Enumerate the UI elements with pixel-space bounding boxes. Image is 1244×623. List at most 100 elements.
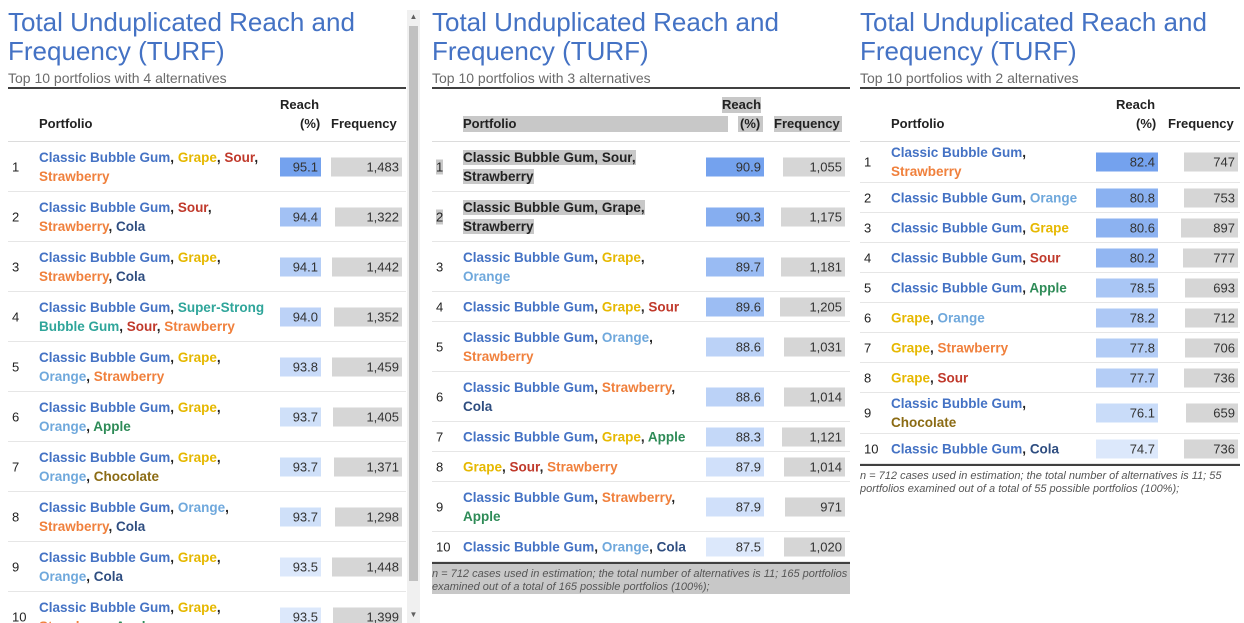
alternative-name: Classic Bubble Gum [891, 280, 1023, 295]
row-rank: 10 [12, 609, 27, 623]
separator: , [216, 449, 221, 465]
table-row: 8 Classic Bubble Gum, Orange, Strawberry, … [8, 492, 406, 542]
alternative-name: Strawberry [601, 379, 672, 395]
row-rank: 2 [436, 209, 444, 224]
reach-value-cell: 94.4 [280, 207, 321, 226]
table-row: 10 Classic Bubble Gum, Cola 74.7 736 [860, 434, 1240, 464]
separator: , [502, 459, 510, 474]
vertical-scrollbar[interactable]: ▲ ▼ [407, 10, 420, 623]
alternative-name: Classic Bubble Gum [463, 199, 595, 215]
row-rank: 4 [436, 299, 444, 314]
table-row: 8 Grape, Sour 77.7 736 [860, 363, 1240, 393]
separator: , [225, 499, 229, 515]
separator: , [216, 349, 221, 365]
alternative-name: Sour [177, 199, 208, 215]
alternative-name: Grape [177, 549, 217, 565]
separator: , [216, 399, 221, 415]
row-portfolio: Classic Bubble Gum, Sour, Strawberry [463, 148, 636, 186]
portfolio-line: Orange, Cola [39, 567, 221, 586]
portfolio-line: Classic Bubble Gum, [891, 143, 1026, 162]
reach-value-cell: 82.4 [1096, 152, 1158, 172]
portfolio-line: Classic Bubble Gum, Apple [891, 278, 1067, 297]
scrollbar-thumb[interactable] [409, 26, 418, 581]
separator: , [109, 619, 116, 623]
alternative-name: Grape [177, 149, 217, 165]
reach-value-cell: 80.2 [1096, 248, 1158, 267]
alternative-name: Orange [39, 368, 87, 384]
frequency-value-cell: 693 [1185, 278, 1238, 297]
alternative-name: Cola [1029, 441, 1060, 456]
portfolio-line: Strawberry, Cola [39, 217, 212, 236]
frequency-value-cell: 736 [1184, 368, 1238, 387]
separator: , [1022, 250, 1030, 265]
alternative-name: Classic Bubble Gum [463, 149, 595, 165]
row-rank: 9 [436, 499, 444, 514]
table-row: 6 Classic Bubble Gum, Strawberry, Cola 88.6… [432, 372, 850, 422]
reach-value-cell: 93.7 [280, 457, 321, 476]
header-frequency: Frequency [774, 116, 842, 132]
portfolio-line: Classic Bubble Gum, [891, 394, 1026, 413]
separator: , [594, 489, 602, 505]
table-row: 1 Classic Bubble Gum, Sour, Strawberry 90.9… [432, 142, 850, 192]
row-portfolio: Classic Bubble Gum, Strawberry, Cola [463, 378, 675, 416]
table-row: 5 Classic Bubble Gum, Grape, Orange, Straw… [8, 342, 406, 392]
alternative-name: Grape [177, 599, 217, 615]
alternative-name: Strawberry [463, 168, 534, 184]
portfolio-line: Strawberry [39, 167, 258, 186]
alternative-name: Classic Bubble Gum [39, 449, 171, 465]
panel-title-line1: Total Unduplicated Reach and [8, 7, 355, 37]
separator: , [170, 499, 178, 515]
row-rank: 8 [12, 509, 20, 524]
table-row: 6 Classic Bubble Gum, Grape, Orange, Apple… [8, 392, 406, 442]
frequency-value-cell: 1,020 [784, 537, 845, 556]
row-portfolio: Classic Bubble Gum, Orange, Strawberry [463, 328, 653, 366]
separator: , [1022, 145, 1027, 160]
separator: , [671, 489, 676, 505]
scroll-up-arrow-icon[interactable]: ▲ [409, 12, 418, 21]
alternative-name: Grape [177, 249, 217, 265]
portfolio-line: Strawberry, Apple [39, 617, 221, 623]
portfolio-line: Classic Bubble Gum, Grape [891, 218, 1069, 237]
table-row: 9 Classic Bubble Gum, Strawberry, Apple 87.… [432, 482, 850, 532]
portfolio-line: Orange, Apple [39, 417, 221, 436]
frequency-value-cell: 1,352 [334, 307, 402, 326]
separator: , [1022, 396, 1027, 411]
reach-value-cell: 77.7 [1096, 368, 1158, 387]
alternative-name: Cola [93, 568, 124, 584]
alternative-name: Strawberry [601, 489, 672, 505]
reach-value-cell: 76.1 [1096, 403, 1158, 423]
portfolio-line: Chocolate [891, 413, 1026, 432]
separator: , [170, 399, 178, 415]
panel-title: Total Unduplicated Reach and Frequency (… [860, 8, 1240, 66]
alternative-name: Orange [601, 329, 650, 345]
frequency-value-cell: 1,055 [783, 157, 845, 176]
portfolio-line: Grape, Sour [891, 368, 968, 387]
table-row: 8 Grape, Sour, Strawberry 87.9 1,014 [432, 452, 850, 482]
row-portfolio: Classic Bubble Gum, Grape, Apple [463, 427, 685, 446]
reach-value-cell: 93.7 [280, 407, 321, 426]
reach-value-cell: 94.0 [280, 307, 321, 326]
panel-title-line2: Frequency (TURF) [432, 36, 649, 66]
frequency-value-cell: 706 [1185, 338, 1238, 357]
alternative-name: Strawberry [463, 218, 534, 234]
table-row: 9 Classic Bubble Gum, Grape, Orange, Cola 9… [8, 542, 406, 592]
reach-value-cell: 87.5 [706, 537, 764, 556]
panel-title-line1: Total Unduplicated Reach and [432, 7, 779, 37]
table-row: 3 Classic Bubble Gum, Grape, Orange 89.7 1,1… [432, 242, 850, 292]
row-rank: 1 [12, 159, 20, 174]
alternative-name: Sour [648, 299, 680, 314]
frequency-value-cell: 1,322 [335, 207, 402, 226]
alternative-name: Strawberry [547, 459, 618, 474]
row-rank: 1 [864, 154, 872, 170]
separator: , [594, 299, 602, 314]
portfolio-line: Classic Bubble Gum, Grape, [463, 248, 645, 267]
row-portfolio: Classic Bubble Gum, Grape, Orange, Strawb… [39, 348, 221, 386]
alternative-name: Strawberry [39, 518, 109, 534]
alternative-name: Grape [891, 310, 931, 325]
separator: , [640, 299, 649, 314]
frequency-value-cell: 747 [1184, 152, 1238, 172]
frequency-value-cell: 971 [785, 497, 845, 516]
row-portfolio: Classic Bubble Gum, Sour, Strawberry, Col… [39, 198, 212, 236]
scroll-down-arrow-icon[interactable]: ▼ [409, 610, 418, 619]
separator: , [649, 539, 657, 554]
